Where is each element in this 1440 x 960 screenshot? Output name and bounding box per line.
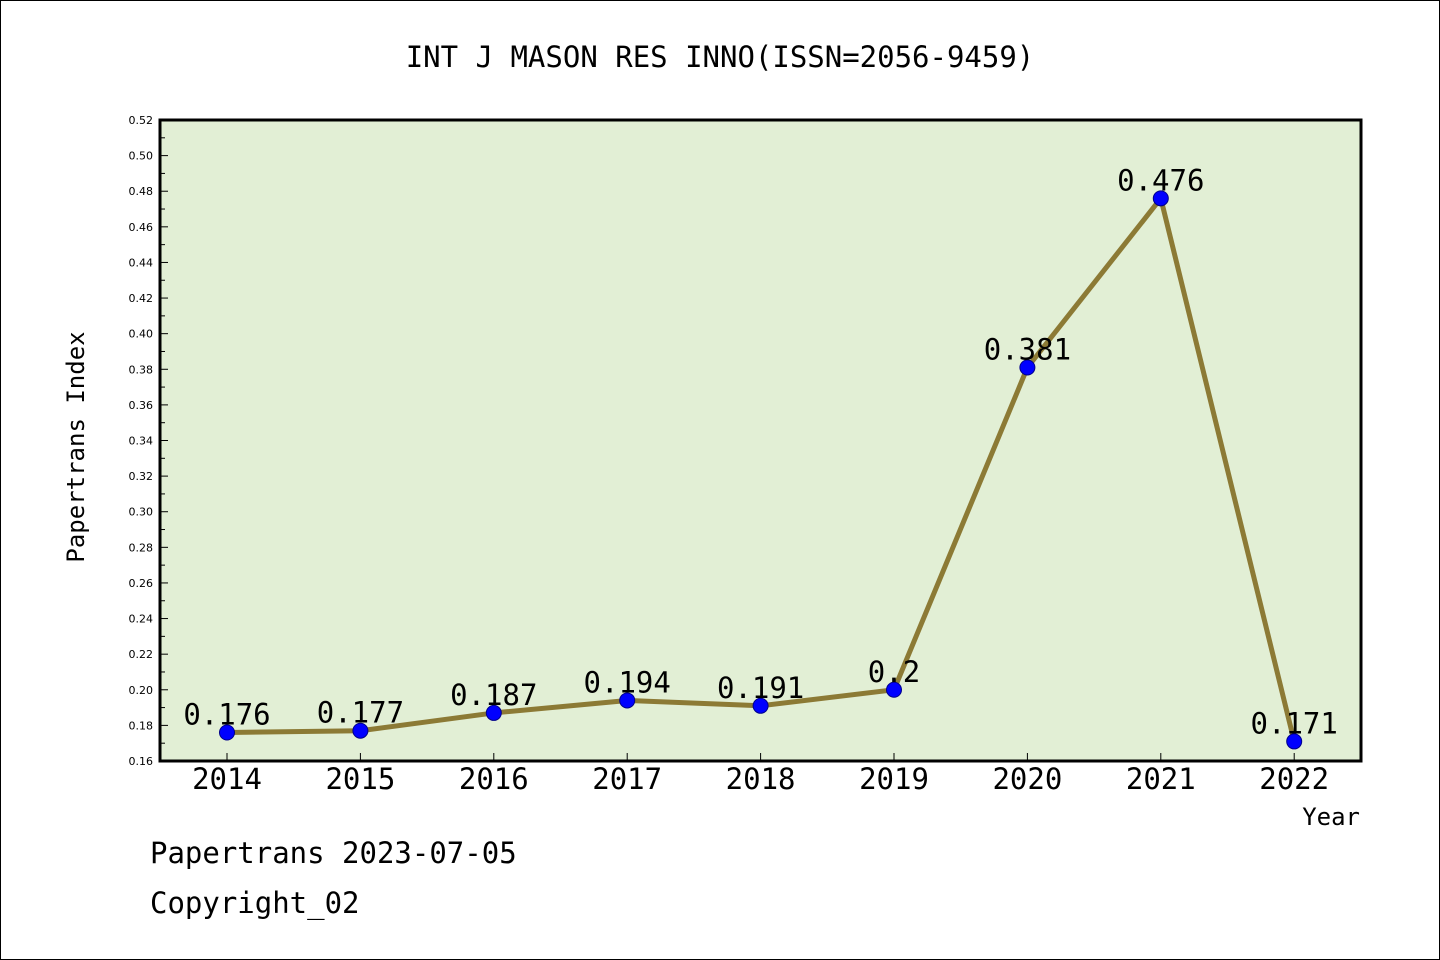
y-axis-ticks: 0.16 0.18 0.20 0.22 0.24 0.26 0.28 0.30 0.32 0.34… [129,114,168,768]
x-axis-label: Year [1302,803,1360,831]
data-label: 0.194 [584,665,671,699]
y-tick-label: 0.30 [129,506,154,519]
y-tick-label: 0.34 [129,435,154,448]
y-tick-label: 0.46 [129,221,154,234]
data-label: 0.176 [183,698,270,732]
data-label: 0.177 [317,696,404,730]
footer-copyright: Copyright_02 [150,886,360,921]
plot-area [158,118,1363,763]
y-tick-label: 0.20 [129,684,154,697]
y-tick-label: 0.22 [129,648,154,661]
data-point [1019,359,1036,376]
data-label: 0.171 [1251,706,1338,740]
y-tick-label: 0.28 [129,541,154,554]
data-point [219,724,235,741]
y-tick-label: 0.40 [129,328,154,341]
x-tick-label: 2015 [325,762,395,796]
x-tick-label: 2022 [1259,762,1329,796]
y-tick-label: 0.24 [129,613,154,626]
y-tick-label: 0.48 [129,185,154,198]
data-point [1286,733,1303,750]
data-label: 0.187 [450,678,537,712]
y-tick-label: 0.50 [129,150,154,163]
data-label: 0.191 [717,671,804,705]
x-tick-label: 2014 [192,762,262,796]
x-tick-label: 2018 [726,762,796,796]
y-axis-label: Papertrans Index [62,331,90,562]
footer-date: Papertrans 2023-07-05 [150,836,517,870]
data-labels: 0.176 0.177 0.187 0.194 0.191 0.2 0.381 0.476 0.… [183,163,1338,740]
x-tick-label: 2019 [859,762,929,796]
x-tick-label: 2017 [592,762,662,796]
y-tick-label: 0.42 [129,292,154,305]
y-tick-label: 0.36 [129,399,154,412]
data-point [619,692,636,709]
y-tick-label: 0.26 [129,577,154,590]
y-tick-label: 0.52 [129,114,154,127]
data-label: 0.2 [868,655,920,689]
data-point [886,681,902,698]
x-tick-label: 2021 [1126,762,1196,796]
x-tick-label: 2016 [459,762,529,796]
chart-title: INT J MASON RES INNO(ISSN=2056-9459) [406,40,1035,74]
data-label: 0.476 [1117,163,1204,197]
y-tick-label: 0.38 [129,363,154,376]
data-label: 0.381 [984,332,1071,366]
y-tick-label: 0.44 [129,256,154,269]
data-point [1152,190,1169,207]
data-points [219,190,1303,750]
y-tick-label: 0.16 [129,755,154,768]
y-tick-label: 0.18 [129,719,154,732]
x-tick-label: 2020 [992,762,1062,796]
data-point [352,722,369,739]
data-point [485,704,502,721]
x-axis-ticks: 2014 2015 2016 2017 2018 2019 2020 2021 2022 [192,753,1329,796]
y-tick-label: 0.32 [129,470,154,483]
data-point [752,697,769,714]
